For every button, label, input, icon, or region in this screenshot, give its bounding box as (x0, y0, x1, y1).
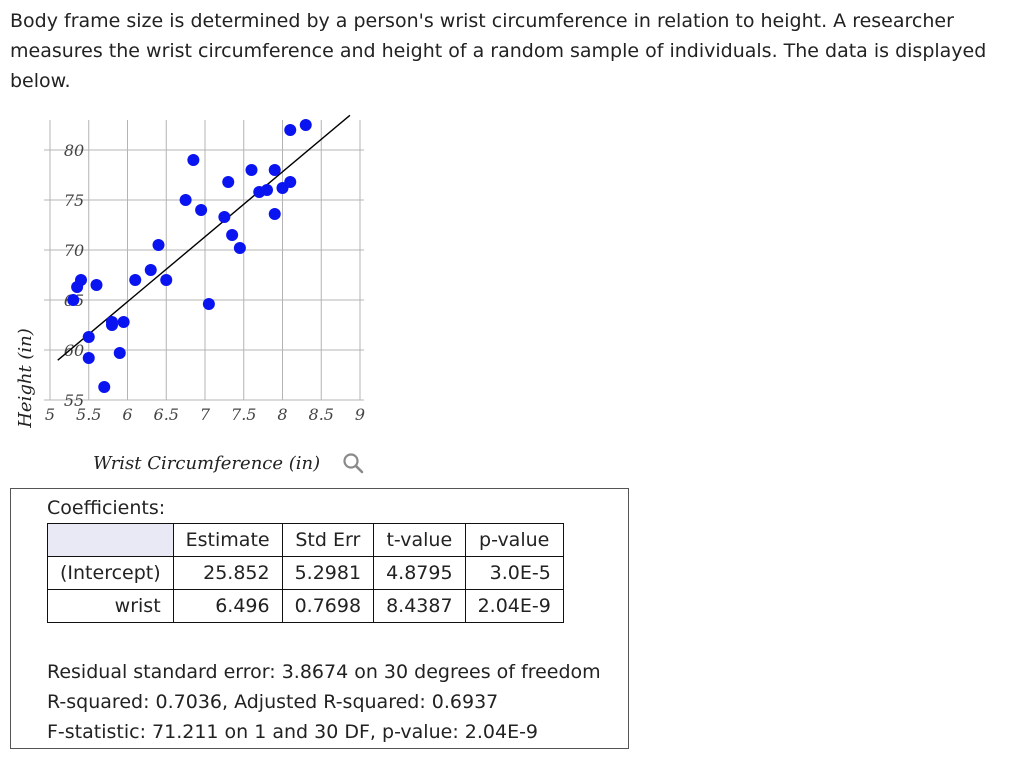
residual-summary: Residual standard error: 3.8674 on 30 de… (47, 657, 601, 747)
x-tick-labels: 5 5.5 6 6.5 7 7.5 8 8.5 9 (45, 405, 365, 424)
data-point (90, 279, 103, 291)
data-point (113, 347, 126, 359)
data-points (67, 119, 312, 393)
x-tick-label: 8 (277, 405, 287, 424)
f-statistic-line: F-statistic: 71.211 on 1 and 30 DF, p-va… (47, 721, 539, 743)
residual-error-line: Residual standard error: 3.8674 on 30 de… (47, 661, 601, 683)
x-axis-label-row: Wrist Circumference (in) (93, 450, 364, 476)
x-tick-label: 6 (122, 405, 132, 424)
x-tick-label: 9 (355, 405, 365, 424)
data-point (284, 124, 297, 136)
header-std-err: Std Err (281, 523, 375, 557)
estimate-cell: 25.852 (172, 556, 283, 590)
x-tick-label: 7.5 (231, 405, 256, 424)
data-point (284, 176, 297, 188)
data-point (195, 204, 208, 216)
x-tick-label: 8.5 (309, 405, 334, 424)
data-point (299, 119, 312, 131)
data-point (98, 381, 111, 393)
regression-output-box: Coefficients: Estimate Std Err t-value p… (10, 488, 629, 749)
t-value-cell: 8.4387 (373, 589, 466, 623)
y-tick-label: 80 (64, 141, 84, 160)
scatter-plot: 556065707580 55.566.577.588.59 Height (i… (15, 114, 365, 429)
data-point (67, 294, 80, 306)
data-point (268, 164, 281, 176)
table-row: wrist 6.496 0.7698 8.4387 2.04E-9 (47, 589, 564, 623)
x-tick-label: 7 (200, 405, 211, 424)
table-header-row: Estimate Std Err t-value p-value (47, 523, 564, 557)
data-point (82, 352, 95, 364)
regression-line (57, 114, 351, 361)
y-tick-label: 55 (64, 391, 84, 410)
coefficients-table: Estimate Std Err t-value p-value (Interc… (47, 523, 564, 623)
y-tick-label: 75 (64, 191, 84, 210)
data-point (152, 239, 165, 251)
table-corner-cell (47, 523, 174, 557)
data-point (268, 208, 281, 220)
y-tick-labels: 556065707580 (64, 141, 84, 410)
y-tick-label: 70 (64, 241, 84, 260)
data-point (233, 242, 246, 254)
coefficients-title: Coefficients: (47, 497, 166, 519)
data-point (202, 298, 215, 310)
std-err-cell: 0.7698 (281, 589, 375, 623)
data-point (160, 274, 173, 286)
data-point (75, 274, 87, 286)
problem-intro: Body frame size is determined by a perso… (10, 10, 987, 92)
data-point (106, 319, 118, 331)
x-tick-label: 5.5 (76, 405, 101, 424)
estimate-cell: 6.496 (172, 589, 283, 623)
r-squared-line: R-squared: 0.7036, Adjusted R-squared: 0… (47, 691, 499, 713)
data-point (179, 194, 192, 206)
std-err-cell: 5.2981 (281, 556, 375, 590)
row-name: (Intercept) (47, 556, 174, 590)
header-estimate: Estimate (172, 523, 283, 557)
header-p-value: p-value (464, 523, 564, 557)
data-point (222, 176, 235, 188)
table-row: (Intercept) 25.852 5.2981 4.8795 3.0E-5 (47, 556, 564, 590)
magnify-icon[interactable] (342, 452, 364, 474)
data-point (144, 264, 157, 276)
p-value-cell: 3.0E-5 (464, 556, 564, 590)
data-point (226, 229, 239, 241)
plot-grid (44, 120, 364, 401)
data-point (129, 274, 142, 286)
x-tick-label: 6.5 (154, 405, 179, 424)
y-tick-label: 60 (64, 341, 84, 360)
data-point (245, 164, 258, 176)
data-point (82, 331, 95, 343)
row-name: wrist (47, 589, 174, 623)
t-value-cell: 4.8795 (373, 556, 466, 590)
data-point (187, 154, 200, 166)
header-t-value: t-value (373, 523, 466, 557)
x-tick-label: 5 (45, 405, 55, 424)
p-value-cell: 2.04E-9 (464, 589, 564, 623)
y-axis-label: Height (in) (15, 328, 36, 429)
data-point (261, 184, 273, 196)
x-axis-label: Wrist Circumference (in) (93, 452, 321, 474)
data-point (117, 316, 130, 328)
data-point (218, 211, 231, 223)
